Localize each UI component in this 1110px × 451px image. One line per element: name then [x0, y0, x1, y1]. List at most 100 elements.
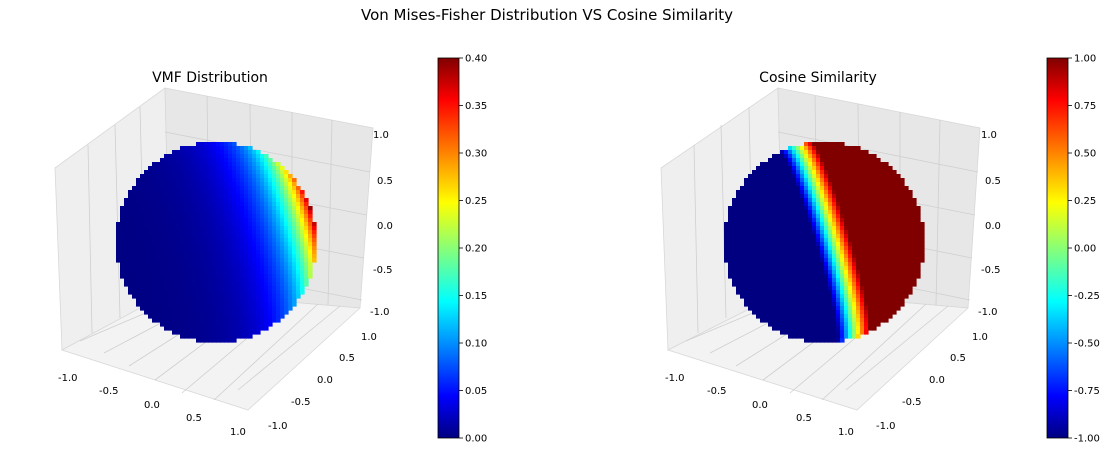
vmf-surface-patch	[268, 218, 273, 223]
vmf-surface-patch	[256, 302, 261, 307]
vmf-surface-patch	[144, 282, 149, 287]
vmf-surface-patch	[192, 270, 197, 275]
cosine-surface-patch	[884, 298, 889, 303]
cosine-surface-patch	[824, 258, 829, 263]
vmf-surface-patch	[272, 282, 277, 287]
vmf-surface-patch	[236, 286, 241, 291]
cosine-surface-patch	[780, 330, 785, 335]
vmf-surface-patch	[172, 282, 177, 287]
cosine-surface-patch	[736, 270, 741, 275]
vmf-surface-patch	[200, 298, 205, 303]
cosine-surface-patch	[868, 178, 873, 183]
cosine-surface-patch	[796, 178, 801, 183]
vmf-surface-patch	[192, 294, 197, 299]
cosine-surface-patch	[768, 298, 773, 303]
cosine-surface-patch	[820, 206, 825, 211]
cosine-surface-patch	[808, 270, 813, 275]
cosine-surface-patch	[848, 322, 853, 327]
vmf-surface-patch	[160, 318, 165, 323]
vmf-surface-patch	[176, 318, 181, 323]
vmf-surface-patch	[244, 186, 249, 191]
cosine-surface-patch	[828, 186, 833, 191]
vmf-surface-patch	[220, 302, 225, 307]
cosine-surface-patch	[760, 298, 765, 303]
cosine-surface-patch	[832, 322, 837, 327]
cosine-surface-patch	[740, 194, 745, 199]
vmf-surface-patch	[228, 218, 233, 223]
vmf-surface-patch	[280, 238, 285, 243]
vmf-surface-patch	[156, 314, 161, 319]
vmf-surface-patch	[236, 162, 241, 167]
vmf-surface-patch	[176, 154, 181, 159]
cosine-surface-patch	[776, 170, 781, 175]
cosine-surface-patch	[784, 198, 789, 203]
cosine-surface-patch	[812, 278, 817, 283]
vmf-surface-patch	[144, 294, 149, 299]
cosine-surface-patch	[864, 282, 869, 287]
cosine-surface-patch	[776, 254, 781, 259]
cosine-surface-patch	[888, 198, 893, 203]
vmf-surface-patch	[136, 246, 141, 251]
cosine-surface-patch	[872, 230, 877, 235]
cosine-surface-patch	[776, 290, 781, 295]
cosine-surface-patch	[840, 266, 845, 271]
cosine-surface-patch	[768, 270, 773, 275]
cosine-surface-patch	[880, 206, 885, 211]
cosine-surface-patch	[840, 310, 845, 315]
vmf-surface-patch	[156, 214, 161, 219]
vmf-surface-patch	[296, 270, 301, 275]
vmf-surface-patch	[136, 254, 141, 259]
cosine-surface-patch	[808, 146, 813, 151]
cosine-surface-patch	[832, 146, 837, 151]
cosine-surface-patch	[776, 234, 781, 239]
cosine-surface-patch	[852, 294, 857, 299]
cosine-surface-patch	[764, 226, 769, 231]
cosine-surface-patch	[788, 182, 793, 187]
cosine-surface-patch	[788, 178, 793, 183]
cosine-surface-patch	[884, 166, 889, 171]
cosine-surface-patch	[840, 234, 845, 239]
vmf-surface-patch	[236, 206, 241, 211]
cosine-surface-patch	[748, 290, 753, 295]
vmf-surface-patch	[256, 290, 261, 295]
vmf-surface-patch	[188, 246, 193, 251]
vmf-surface-patch	[164, 326, 169, 331]
cosine-surface-patch	[828, 202, 833, 207]
cosine-surface-patch	[812, 270, 817, 275]
cosine-surface-patch	[784, 230, 789, 235]
vmf-surface-patch	[172, 154, 177, 159]
vmf-surface-patch	[128, 206, 133, 211]
vmf-surface-patch	[184, 250, 189, 255]
vmf-surface-patch	[220, 194, 225, 199]
cosine-surface-patch	[856, 186, 861, 191]
vmf-surface-patch	[280, 182, 285, 187]
cosine-surface-patch	[908, 266, 913, 271]
cosine-surface-patch	[776, 298, 781, 303]
cosine-surface-patch	[856, 334, 861, 339]
cosine-surface-patch	[792, 206, 797, 211]
cosine-surface-patch	[808, 222, 813, 227]
vmf-surface-patch	[308, 210, 313, 215]
vmf-surface-patch	[152, 214, 157, 219]
cosine-surface-patch	[816, 230, 821, 235]
cosine-surface-patch	[788, 294, 793, 299]
cosine-surface-patch	[868, 306, 873, 311]
cosine-surface-patch	[744, 262, 749, 267]
vmf-surface-patch	[252, 258, 257, 263]
vmf-surface-patch	[144, 190, 149, 195]
cosine-surface-patch	[876, 234, 881, 239]
cosine-surface-patch	[804, 266, 809, 271]
vmf-surface-patch	[256, 282, 261, 287]
vmf-surface-patch	[248, 210, 253, 215]
cosine-surface-patch	[808, 142, 813, 147]
vmf-surface-patch	[284, 190, 289, 195]
cosine-surface-patch	[888, 314, 893, 319]
cosine-surface-patch	[840, 238, 845, 243]
vmf-surface-patch	[188, 174, 193, 179]
vmf-surface-patch	[160, 202, 165, 207]
cosine-surface-patch	[796, 310, 801, 315]
cosine-surface-patch	[792, 242, 797, 247]
vmf-surface-patch	[196, 150, 201, 155]
cosine-surface-patch	[804, 246, 809, 251]
vmf-surface-patch	[144, 202, 149, 207]
